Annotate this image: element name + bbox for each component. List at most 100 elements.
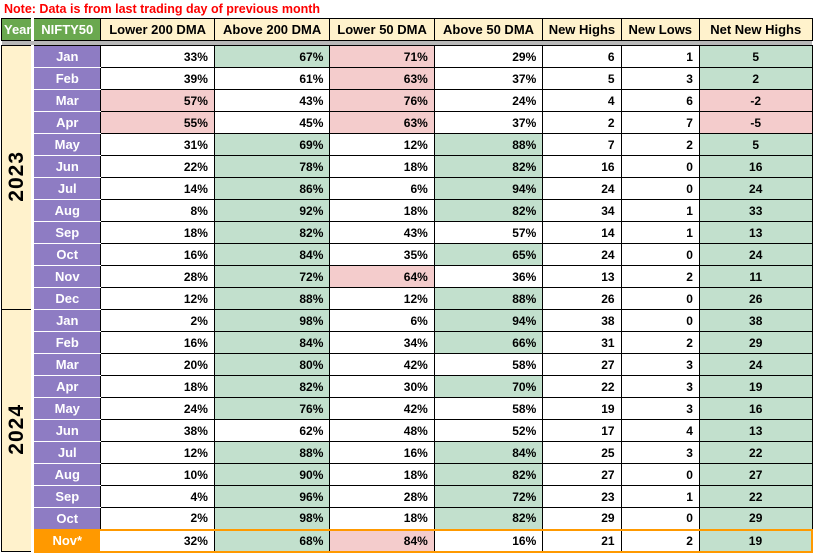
data-cell[interactable]: 84% [433, 441, 544, 464]
month-cell[interactable]: Jul [31, 441, 102, 464]
data-cell[interactable]: 94% [433, 309, 544, 332]
data-cell[interactable]: 92% [213, 199, 331, 222]
data-cell[interactable]: 29 [698, 331, 813, 354]
data-cell[interactable]: 18% [100, 375, 215, 398]
data-cell[interactable]: 72% [213, 265, 331, 288]
data-cell[interactable]: 0 [620, 309, 700, 332]
year-label-cell[interactable]: 2024 [0, 309, 35, 552]
data-cell[interactable]: 12% [100, 441, 215, 464]
data-cell[interactable]: 0 [620, 507, 700, 530]
header-lower-200-dma[interactable]: Lower 200 DMA [100, 18, 215, 41]
month-cell[interactable]: Nov [31, 265, 102, 288]
data-cell[interactable]: 0 [620, 177, 700, 200]
year-label-cell[interactable]: 2023 [0, 45, 35, 310]
data-cell[interactable]: 42% [329, 397, 435, 420]
data-cell[interactable]: 3 [620, 441, 700, 464]
month-cell[interactable]: May [31, 397, 102, 420]
data-cell[interactable]: 48% [329, 419, 435, 442]
data-cell[interactable]: 20% [100, 353, 215, 376]
header-above-200-dma[interactable]: Above 200 DMA [213, 18, 331, 41]
data-cell[interactable]: 90% [213, 463, 331, 486]
data-cell[interactable]: 29% [433, 45, 544, 68]
month-cell[interactable]: Feb [31, 331, 102, 354]
data-cell[interactable]: 67% [213, 45, 331, 68]
data-cell[interactable]: 7 [620, 111, 700, 134]
header-nifty50[interactable]: NIFTY50 [32, 18, 102, 41]
data-cell[interactable]: -2 [698, 89, 813, 112]
data-cell[interactable]: 4 [542, 89, 622, 112]
data-cell[interactable]: 32% [100, 528, 215, 553]
data-cell[interactable]: 88% [213, 441, 331, 464]
month-cell[interactable]: Oct [31, 243, 102, 266]
data-cell[interactable]: 16% [329, 441, 435, 464]
data-cell[interactable]: 24% [433, 89, 544, 112]
data-cell[interactable]: 84% [213, 331, 331, 354]
data-cell[interactable]: 63% [329, 111, 435, 134]
data-cell[interactable]: 34% [329, 331, 435, 354]
header-new-lows[interactable]: New Lows [620, 18, 700, 41]
data-cell[interactable]: 28% [100, 265, 215, 288]
data-cell[interactable]: 10% [100, 463, 215, 486]
data-cell[interactable]: 27 [698, 463, 813, 486]
data-cell[interactable]: 18% [100, 221, 215, 244]
data-cell[interactable]: 3 [620, 67, 700, 90]
data-cell[interactable]: 22 [542, 375, 622, 398]
data-cell[interactable]: 14% [100, 177, 215, 200]
data-cell[interactable]: 58% [433, 397, 544, 420]
data-cell[interactable]: 2 [620, 528, 700, 553]
data-cell[interactable]: 6% [329, 177, 435, 200]
data-cell[interactable]: 5 [698, 45, 813, 68]
data-cell[interactable]: 98% [213, 309, 331, 332]
data-cell[interactable]: 28% [329, 485, 435, 508]
month-cell[interactable]: Oct [31, 507, 102, 530]
data-cell[interactable]: 33 [698, 199, 813, 222]
data-cell[interactable]: 24% [100, 397, 215, 420]
data-cell[interactable]: 1 [620, 485, 700, 508]
data-cell[interactable]: 6% [329, 309, 435, 332]
data-cell[interactable]: 16 [698, 397, 813, 420]
month-cell[interactable]: Aug [31, 463, 102, 486]
data-cell[interactable]: 84% [329, 528, 435, 553]
data-cell[interactable]: 88% [433, 287, 544, 310]
data-cell[interactable]: 39% [100, 67, 215, 90]
data-cell[interactable]: 2% [100, 507, 215, 530]
data-cell[interactable]: 27 [542, 353, 622, 376]
data-cell[interactable]: 42% [329, 353, 435, 376]
data-cell[interactable]: 0 [620, 287, 700, 310]
data-cell[interactable]: 78% [213, 155, 331, 178]
data-cell[interactable]: 13 [542, 265, 622, 288]
month-cell[interactable]: Jun [31, 419, 102, 442]
data-cell[interactable]: 63% [329, 67, 435, 90]
data-cell[interactable]: 35% [329, 243, 435, 266]
data-cell[interactable]: 3 [620, 397, 700, 420]
data-cell[interactable]: 16 [698, 155, 813, 178]
month-cell[interactable]: Sep [31, 485, 102, 508]
data-cell[interactable]: 55% [100, 111, 215, 134]
data-cell[interactable]: 68% [213, 528, 331, 553]
data-cell[interactable]: 43% [213, 89, 331, 112]
month-cell[interactable]: Mar [31, 353, 102, 376]
data-cell[interactable]: 3 [620, 375, 700, 398]
data-cell[interactable]: 84% [213, 243, 331, 266]
data-cell[interactable]: 7 [542, 133, 622, 156]
data-cell[interactable]: 5 [698, 133, 813, 156]
header-lower-50-dma[interactable]: Lower 50 DMA [329, 18, 435, 41]
data-cell[interactable]: 72% [433, 485, 544, 508]
header-above-50-dma[interactable]: Above 50 DMA [433, 18, 544, 41]
data-cell[interactable]: 0 [620, 463, 700, 486]
month-cell[interactable]: Jan [31, 45, 102, 68]
data-cell[interactable]: 86% [213, 177, 331, 200]
data-cell[interactable]: 18% [329, 199, 435, 222]
data-cell[interactable]: 62% [213, 419, 331, 442]
data-cell[interactable]: 43% [329, 221, 435, 244]
data-cell[interactable]: 12% [100, 287, 215, 310]
data-cell[interactable]: 82% [433, 463, 544, 486]
data-cell[interactable]: 22% [100, 155, 215, 178]
month-cell[interactable]: Jun [31, 155, 102, 178]
month-cell[interactable]: Apr [31, 375, 102, 398]
data-cell[interactable]: 61% [213, 67, 331, 90]
month-cell[interactable]: Aug [31, 199, 102, 222]
data-cell[interactable]: 31 [542, 331, 622, 354]
data-cell[interactable]: 37% [433, 67, 544, 90]
data-cell[interactable]: 14 [542, 221, 622, 244]
